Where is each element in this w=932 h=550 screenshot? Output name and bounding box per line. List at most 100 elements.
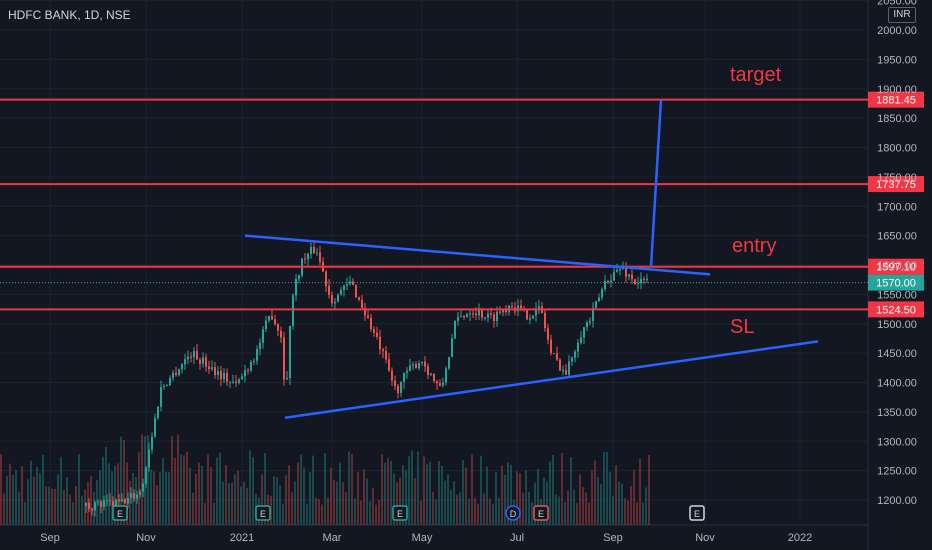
volume-bar — [51, 488, 53, 525]
candle-body — [484, 317, 486, 319]
volume-bar — [141, 434, 143, 525]
y-tick-label: 1250.00 — [877, 466, 917, 478]
volume-bar — [411, 450, 413, 525]
volume-bar — [204, 503, 206, 525]
earnings-marker[interactable] — [533, 505, 549, 521]
chart-title: HDFC BANK, 1D, NSE — [8, 8, 131, 22]
volume-bar — [465, 467, 467, 525]
trendline-upper[interactable] — [244, 234, 711, 276]
volume-bar — [492, 504, 494, 525]
volume-bar — [567, 490, 569, 525]
earnings-marker[interactable] — [112, 505, 128, 521]
candle-body — [397, 385, 399, 394]
candle-body — [586, 322, 588, 328]
volume-bar — [633, 469, 635, 525]
volume-bar — [582, 487, 584, 525]
volume-bar — [225, 464, 227, 525]
volume-bar — [543, 477, 545, 525]
price-level-label: 1524.50 — [876, 304, 916, 316]
x-tick-label: Sep — [603, 532, 623, 544]
volume-bar — [3, 493, 5, 525]
candle-body — [208, 366, 210, 370]
candle-body — [205, 357, 207, 367]
x-tick-label: 2021 — [230, 532, 254, 544]
volume-bar — [126, 462, 128, 525]
candle-body — [601, 288, 603, 298]
candle-body — [145, 467, 147, 484]
candle-body — [298, 275, 300, 280]
volume-bar — [360, 500, 362, 525]
volume-bar — [12, 475, 14, 525]
candle-body — [628, 274, 630, 277]
volume-bar — [354, 498, 356, 525]
candle-body — [136, 494, 138, 499]
volume-bar — [417, 451, 419, 525]
candle-body — [478, 310, 480, 316]
candle-body — [520, 305, 522, 309]
volume-bar — [282, 503, 284, 525]
volume-bar — [561, 452, 563, 525]
candle-body — [358, 297, 360, 300]
candle-body — [400, 381, 402, 394]
volume-bar — [588, 502, 590, 525]
candle-body — [196, 351, 198, 360]
event-marker-label: E — [694, 509, 700, 519]
candle-body — [253, 360, 255, 363]
volume-bar — [291, 492, 293, 525]
earnings-marker[interactable] — [255, 505, 271, 521]
candle-body — [112, 501, 114, 506]
volume-bar — [450, 490, 452, 525]
trendline-lower[interactable] — [284, 340, 819, 419]
volume-bar — [624, 498, 626, 525]
volume-bar — [504, 474, 506, 525]
candle-body — [184, 359, 186, 365]
y-tick-label: 1700.00 — [877, 201, 917, 213]
volume-bar — [570, 457, 572, 525]
y-tick-label: 1950.00 — [877, 54, 917, 66]
candle-body — [595, 301, 597, 308]
currency-button[interactable]: INR — [888, 7, 916, 23]
candle-body — [550, 339, 552, 354]
volume-bar — [0, 454, 2, 525]
candle-body — [106, 500, 108, 502]
volume-bar — [180, 454, 182, 525]
volume-bar — [474, 497, 476, 525]
candle-body — [442, 382, 444, 386]
candle-body — [487, 313, 489, 318]
price-level-label: 1881.45 — [876, 95, 916, 107]
candle-body — [199, 359, 201, 364]
candle-body — [103, 500, 105, 507]
volume-bar — [345, 492, 347, 525]
volume-bar — [198, 462, 200, 525]
volume-bar — [447, 474, 449, 525]
event-marker-label: E — [397, 509, 403, 519]
volume-bar — [162, 458, 164, 525]
volume-bar — [123, 439, 125, 525]
volume-bar — [402, 465, 404, 525]
target-projection-line[interactable] — [649, 99, 663, 267]
volume-bar — [288, 465, 290, 525]
volume-bar — [597, 476, 599, 525]
volume-bar — [468, 498, 470, 525]
candle-body — [622, 268, 624, 270]
volume-bar — [618, 481, 620, 525]
volume-bar — [207, 454, 209, 525]
volume-bar — [609, 471, 611, 525]
earnings-marker[interactable] — [392, 505, 408, 521]
volume-bar — [105, 447, 107, 525]
candle-body — [220, 371, 222, 380]
volume-bar — [270, 495, 272, 525]
volume-bar — [351, 454, 353, 525]
volume-bar — [264, 452, 266, 525]
volume-bar — [483, 493, 485, 525]
earnings-marker[interactable] — [689, 505, 705, 521]
last-price-badge — [868, 274, 924, 291]
candle-body — [637, 283, 639, 285]
dividend-marker[interactable] — [505, 505, 521, 521]
y-tick-label: 1350.00 — [877, 407, 917, 419]
last-price-label: 1570.00 — [876, 278, 916, 290]
price-level-badge — [868, 258, 924, 275]
candle-body — [139, 491, 141, 495]
volume-bar — [252, 457, 254, 525]
